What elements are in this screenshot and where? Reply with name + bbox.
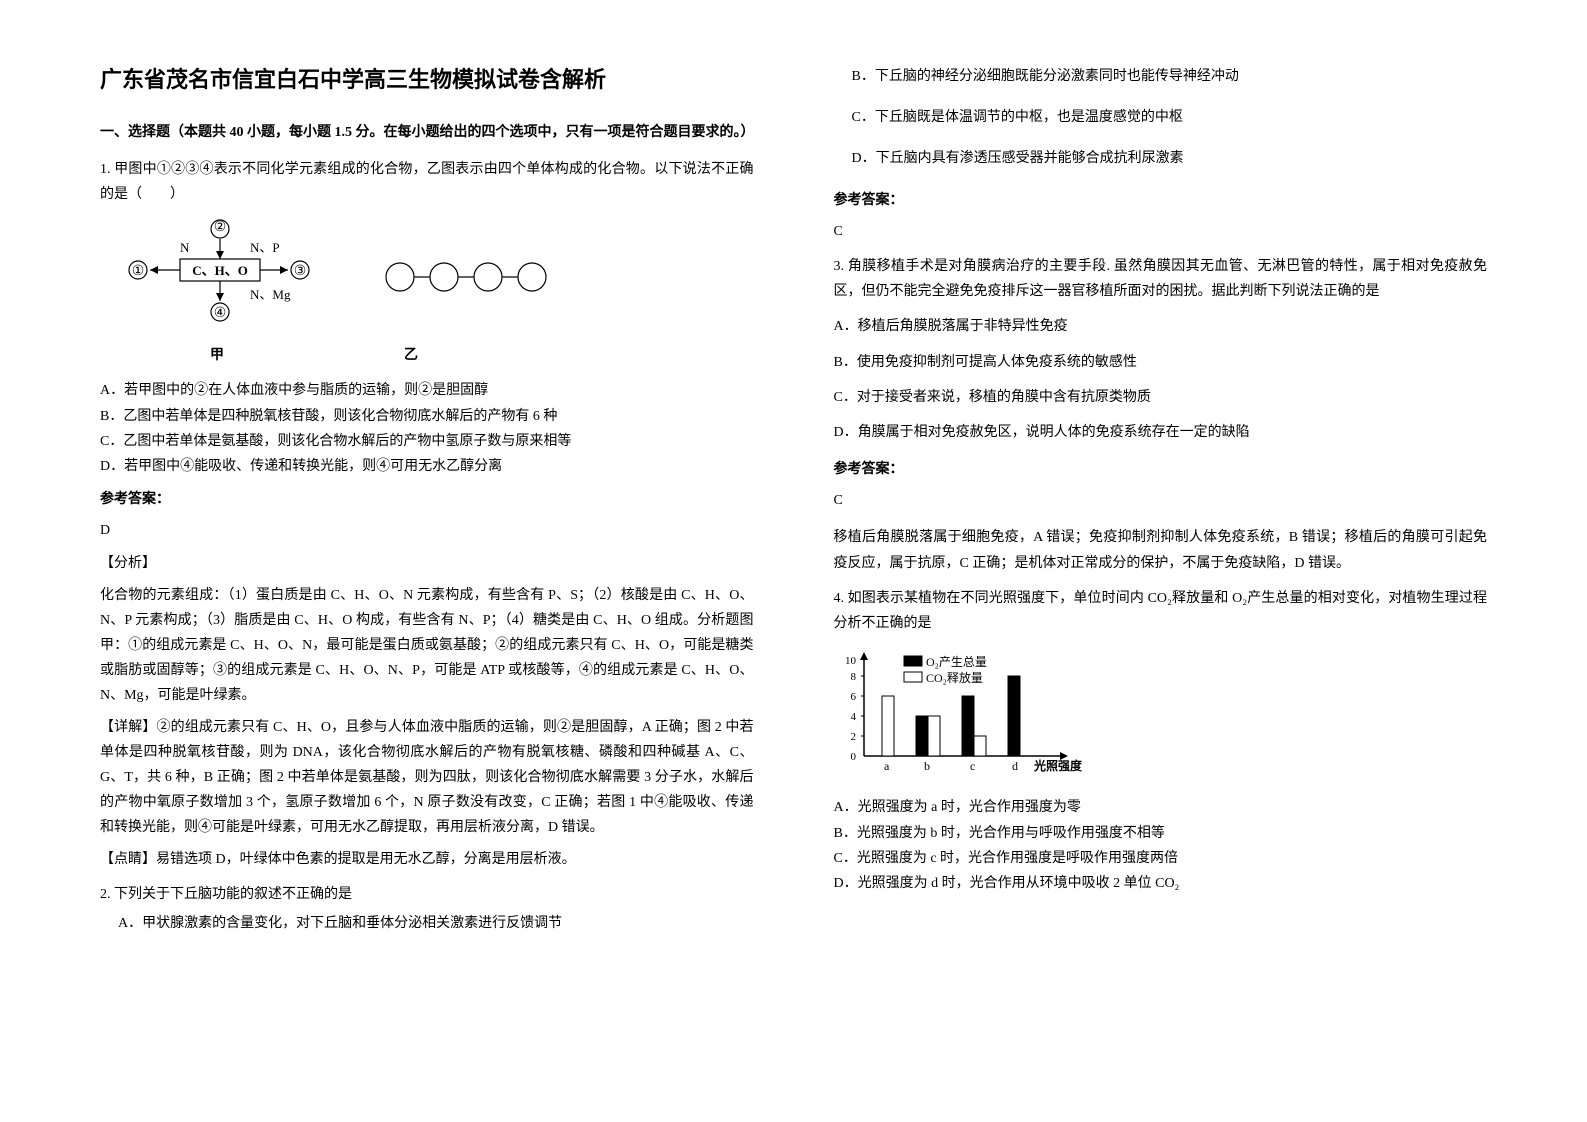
q1-opt-c: C．乙图中若单体是氨基酸，则该化合物水解后的产物中氢原子数与原来相等 xyxy=(100,429,754,454)
q1-diagram-yi xyxy=(380,247,560,307)
svg-text:4: 4 xyxy=(850,711,856,723)
q4-chart: 0 2 4 6 8 10 O₂产生总量 CO₂释放量 a b xyxy=(834,646,1488,785)
question-3: 3. 角膜移植手术是对角膜病治疗的主要手段. 虽然角膜因其无血管、无淋巴管的特性… xyxy=(834,254,1488,576)
svg-text:8: 8 xyxy=(850,671,856,683)
node-2: ② xyxy=(214,220,227,235)
node-4: ④ xyxy=(214,306,227,321)
q2-answer-label: 参考答案： xyxy=(834,188,1488,213)
q1-diagram: ② N N、P C、H、O ① ③ xyxy=(120,217,754,368)
question-4: 4. 如图表示某植物在不同光照强度下，单位时间内 CO₂释放量和 O₂产生总量的… xyxy=(834,586,1488,896)
legend-co2: CO₂释放量 xyxy=(926,670,983,685)
center-node: C、H、O xyxy=(192,263,248,278)
n-label: N xyxy=(180,240,190,255)
q4-text: 4. 如图表示某植物在不同光照强度下，单位时间内 CO₂释放量和 O₂产生总量的… xyxy=(834,586,1488,636)
nmg-label: N、Mg xyxy=(250,287,291,302)
right-column: B．下丘脑的神经分泌细胞既能分泌激素同时也能传导神经冲动 C．下丘脑既是体温调节… xyxy=(834,60,1488,1062)
svg-text:10: 10 xyxy=(845,655,857,667)
q3-answer: C xyxy=(834,488,1488,513)
q4-opt-a: A．光照强度为 a 时，光合作用强度为零 xyxy=(834,795,1488,820)
q4-opt-b: B．光照强度为 b 时，光合作用与呼吸作用强度不相等 xyxy=(834,821,1488,846)
q2-answer: C xyxy=(834,219,1488,244)
diagram-label-jia: 甲 xyxy=(210,343,224,368)
node-1: ① xyxy=(132,264,145,279)
question-1: 1. 甲图中①②③④表示不同化学元素组成的化合物，乙图表示由四个单体构成的化合物… xyxy=(100,157,754,872)
question-2: 2. 下列关于下丘脑功能的叙述不正确的是 A．甲状腺激素的含量变化，对下丘脑和垂… xyxy=(100,882,754,936)
q3-answer-label: 参考答案： xyxy=(834,457,1488,482)
q4-opt-c: C．光照强度为 c 时，光合作用强度是呼吸作用强度两倍 xyxy=(834,846,1488,871)
q2-opt-d: D．下丘脑内具有渗透压感受器并能够合成抗利尿激素 xyxy=(852,146,1488,171)
q3-opt-b: B．使用免疫抑制剂可提高人体免疫系统的敏感性 xyxy=(834,350,1488,375)
cat-a: a xyxy=(884,759,890,773)
q3-opt-c: C．对于接受者来说，移植的角膜中含有抗原类物质 xyxy=(834,385,1488,410)
q4-bar-chart: 0 2 4 6 8 10 O₂产生总量 CO₂释放量 a b xyxy=(834,646,1094,776)
q1-opt-a: A．若甲图中的②在人体血液中参与脂质的运输，则②是胆固醇 xyxy=(100,378,754,403)
q1-analysis-label: 【分析】 xyxy=(100,551,754,576)
svg-text:0: 0 xyxy=(850,751,856,763)
q1-text: 1. 甲图中①②③④表示不同化学元素组成的化合物，乙图表示由四个单体构成的化合物… xyxy=(100,157,754,207)
np-label: N、P xyxy=(250,240,280,255)
cat-d: d xyxy=(1012,759,1018,773)
q1-opt-b: B．乙图中若单体是四种脱氧核苷酸，则该化合物彻底水解后的产物有 6 种 xyxy=(100,404,754,429)
cat-b: b xyxy=(924,759,930,773)
q1-analysis: 化合物的元素组成：（1）蛋白质是由 C、H、O、N 元素构成，有些含有 P、S；… xyxy=(100,583,754,709)
left-column: 广东省茂名市信宜白石中学高三生物模拟试卷含解析 一、选择题（本题共 40 小题，… xyxy=(100,60,754,1062)
q3-opt-d: D．角膜属于相对免疫赦免区，说明人体的免疫系统存在一定的缺陷 xyxy=(834,420,1488,445)
q3-explanation: 移植后角膜脱落属于细胞免疫，A 错误；免疫抑制剂抑制人体免疫系统，B 错误；移植… xyxy=(834,525,1488,575)
svg-text:2: 2 xyxy=(850,731,856,743)
q2-opt-b: B．下丘脑的神经分泌细胞既能分泌激素同时也能传导神经冲动 xyxy=(852,64,1488,89)
q1-tip: 【点睛】易错选项 D，叶绿体中色素的提取是用无水乙醇，分离是用层析液。 xyxy=(100,847,754,872)
page-title: 广东省茂名市信宜白石中学高三生物模拟试卷含解析 xyxy=(100,60,754,100)
section-heading: 一、选择题（本题共 40 小题，每小题 1.5 分。在每小题给出的四个选项中，只… xyxy=(100,120,754,145)
q4-opt-d: D．光照强度为 d 时，光合作用从环境中吸收 2 单位 CO₂ xyxy=(834,871,1488,896)
svg-text:6: 6 xyxy=(850,691,856,703)
q3-opt-a: A．移植后角膜脱落属于非特异性免疫 xyxy=(834,314,1488,339)
q2-opt-c: C．下丘脑既是体温调节的中枢，也是温度感觉的中枢 xyxy=(852,105,1488,130)
q2-text: 2. 下列关于下丘脑功能的叙述不正确的是 xyxy=(100,882,754,907)
q3-text: 3. 角膜移植手术是对角膜病治疗的主要手段. 虽然角膜因其无血管、无淋巴管的特性… xyxy=(834,254,1488,304)
q1-detail: 【详解】②的组成元素只有 C、H、O，且参与人体血液中脂质的运输，则②是胆固醇，… xyxy=(100,715,754,841)
node-3: ③ xyxy=(294,264,307,279)
legend-o2: O₂产生总量 xyxy=(926,655,987,669)
x-axis-label: 光照强度 xyxy=(1033,758,1083,773)
q1-opt-d: D．若甲图中④能吸收、传递和转换光能，则④可用无水乙醇分离 xyxy=(100,454,754,479)
diagram-label-yi: 乙 xyxy=(404,343,418,368)
q1-diagram-jia: ② N N、P C、H、O ① ③ xyxy=(120,217,320,337)
q2-opt-a: A．甲状腺激素的含量变化，对下丘脑和垂体分泌相关激素进行反馈调节 xyxy=(118,911,754,936)
q1-answer: D xyxy=(100,518,754,543)
cat-c: c xyxy=(970,759,975,773)
q1-answer-label: 参考答案： xyxy=(100,487,754,512)
